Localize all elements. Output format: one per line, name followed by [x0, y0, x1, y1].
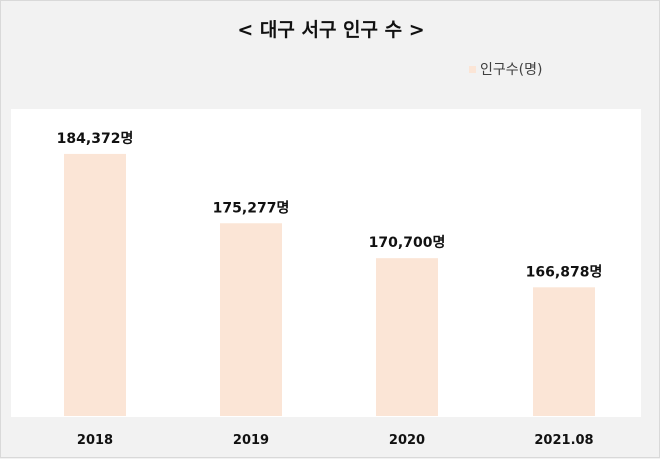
x-tick-label-2021.08: 2021.08 [534, 433, 593, 448]
x-tick-label-2020: 2020 [389, 433, 425, 448]
bar-2019 [220, 223, 282, 416]
data-label-2019: 175,277명 [213, 199, 290, 216]
bar-2021.08 [533, 287, 595, 416]
legend: 인구수(명) [469, 59, 542, 79]
bar-2020 [376, 258, 438, 416]
data-label-2018: 184,372명 [57, 130, 134, 147]
legend-swatch [469, 65, 476, 73]
bar-2018 [64, 153, 126, 416]
chart-title: < 대구 서구 인구 수 > [237, 19, 425, 41]
x-tick-label-2018: 2018 [77, 433, 113, 448]
data-label-2021.08: 166,878명 [526, 263, 603, 280]
data-label-2020: 170,700명 [369, 234, 446, 251]
legend-label: 인구수(명) [480, 62, 543, 78]
x-tick-label-2019: 2019 [233, 433, 269, 448]
